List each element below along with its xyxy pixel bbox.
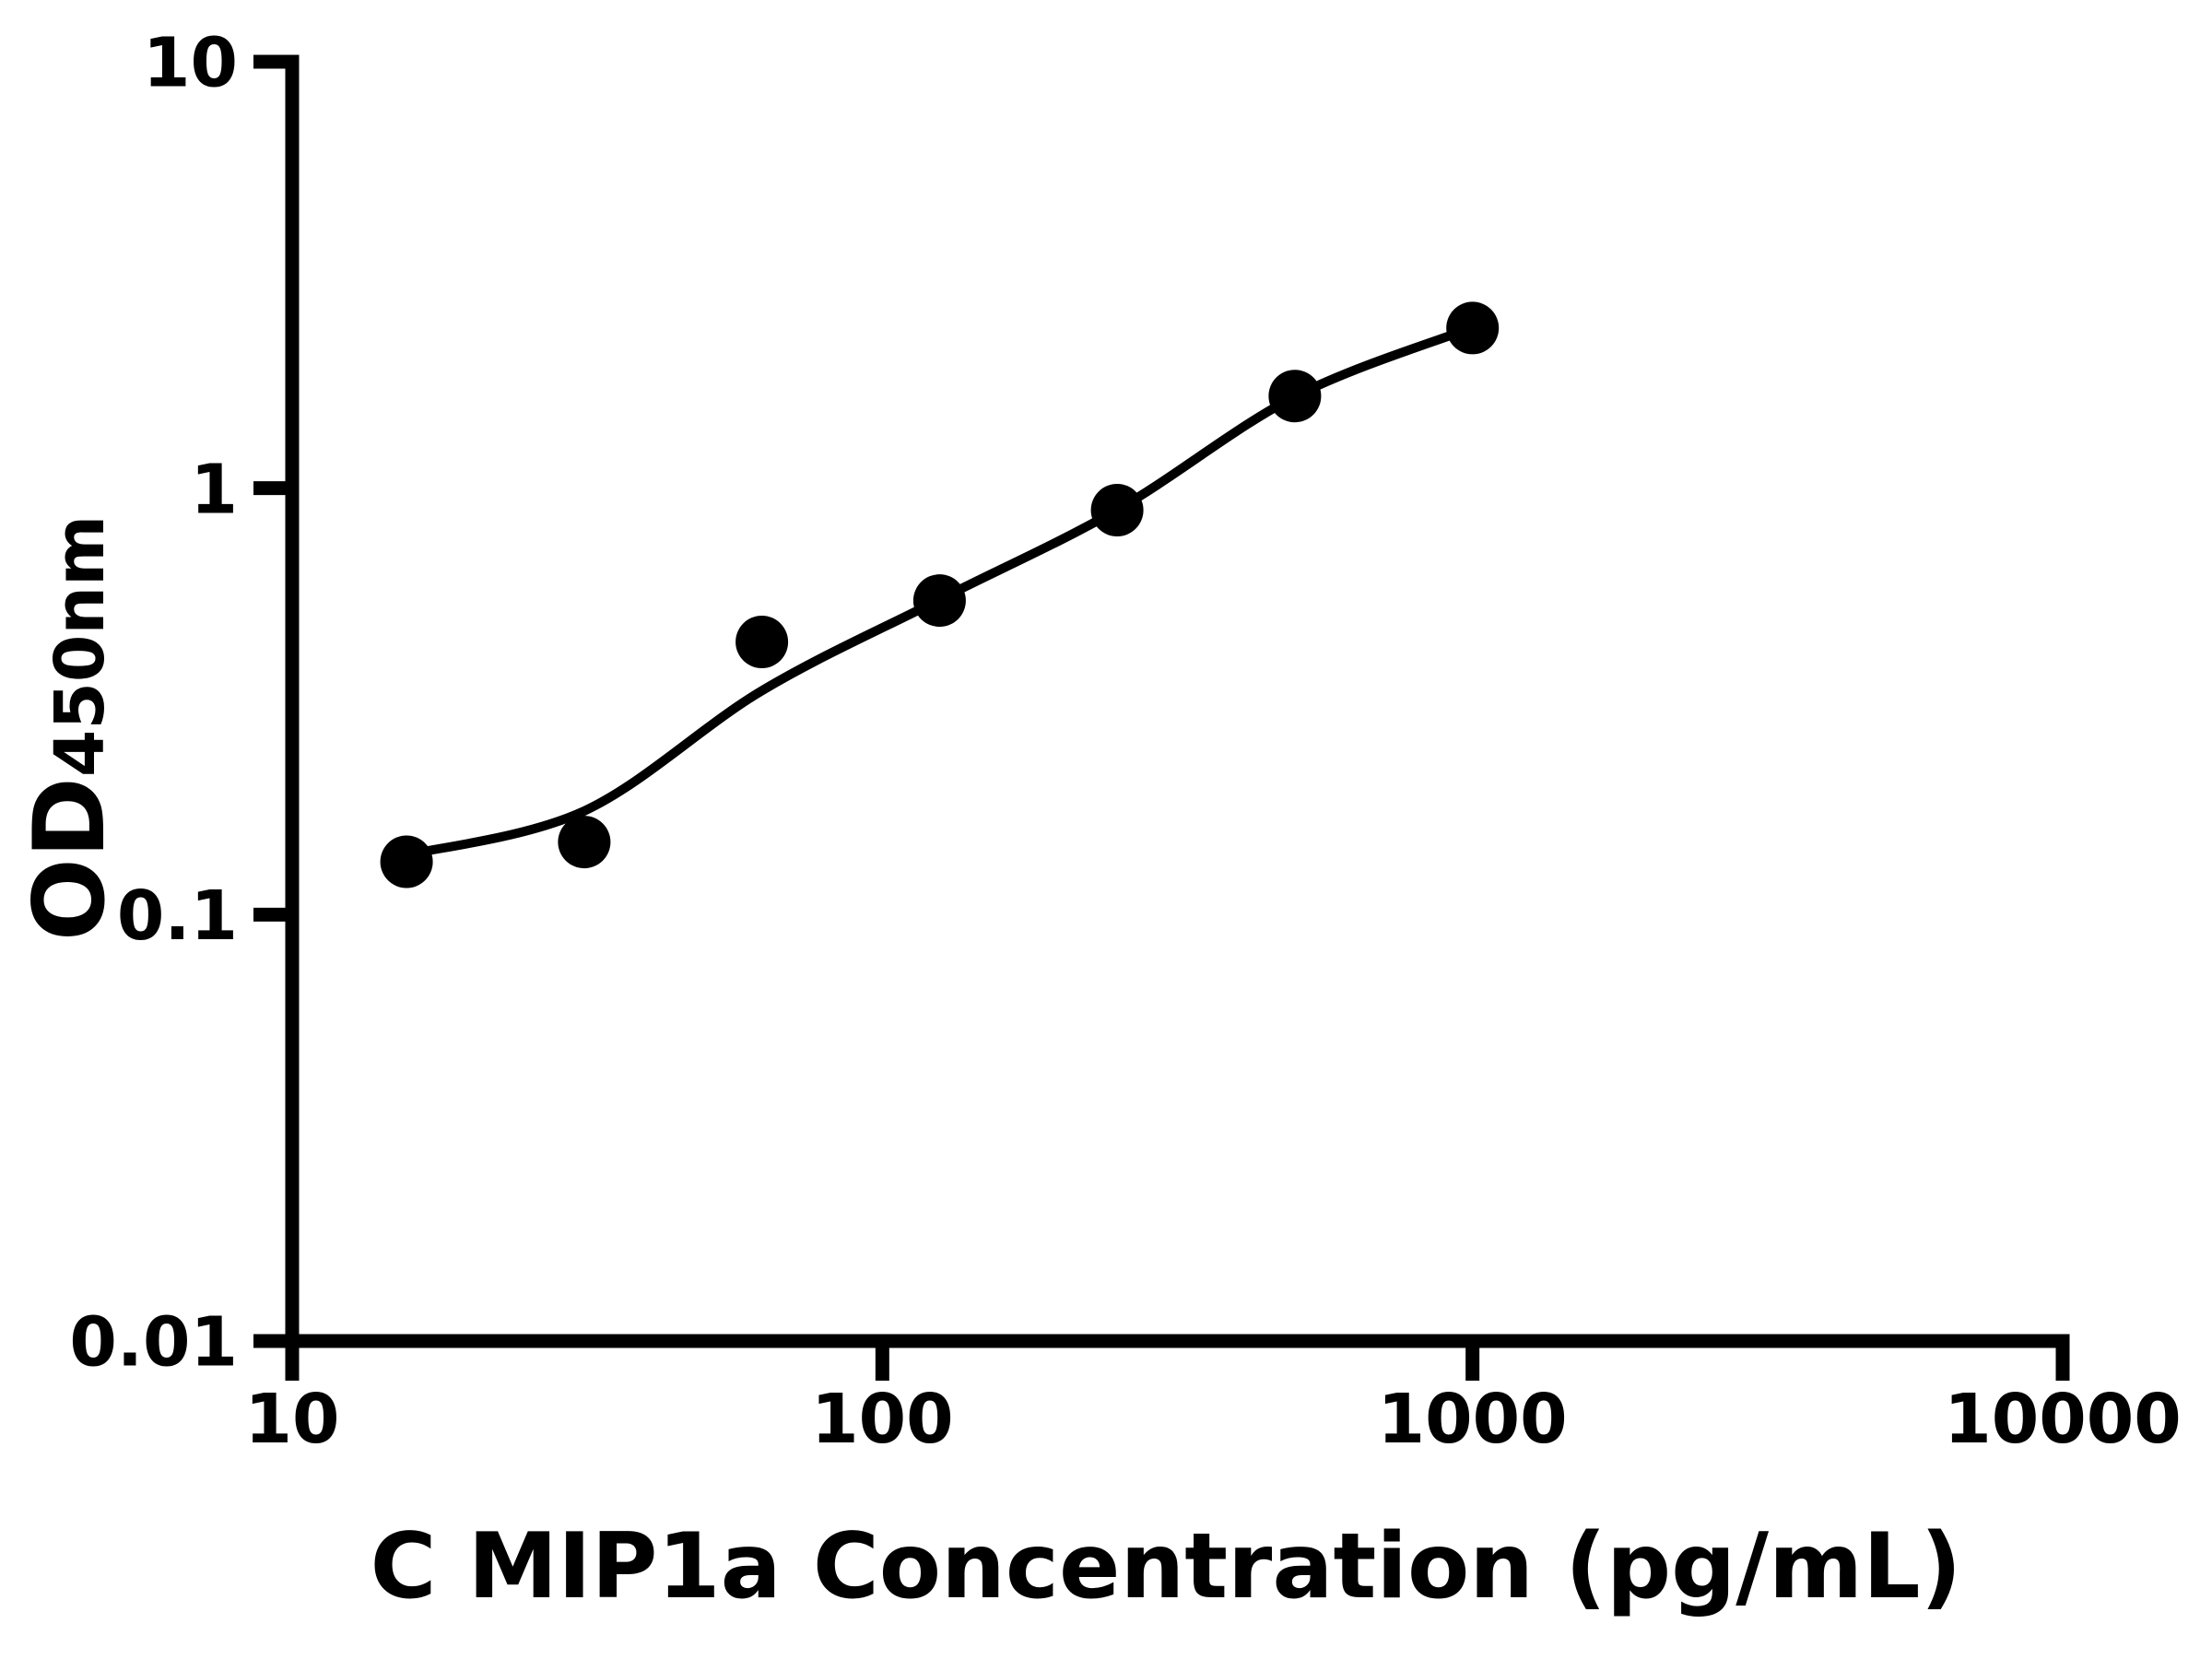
x-tick-label-10000: 10000 <box>1944 1380 2181 1459</box>
data-point-6 <box>1268 370 1322 423</box>
x-tick-label-100: 100 <box>811 1380 953 1459</box>
data-point-5 <box>1090 484 1144 536</box>
y-tick-label-0.1: 0.1 <box>117 877 238 956</box>
x-tick-label-1000: 1000 <box>1378 1380 1568 1459</box>
y-tick-label-10: 10 <box>143 24 238 103</box>
data-point-1 <box>380 835 433 888</box>
data-points <box>380 301 1500 888</box>
data-point-4 <box>912 574 966 628</box>
axes <box>285 54 2070 1348</box>
x-tick-label-10: 10 <box>245 1380 340 1459</box>
data-point-2 <box>558 816 611 869</box>
data-point-7 <box>1446 301 1500 355</box>
y-tick-label-1: 1 <box>191 450 239 529</box>
y-axis-title: OD450nm <box>13 515 126 941</box>
y-axis-title-main: OD <box>13 777 126 941</box>
data-point-3 <box>735 616 789 668</box>
y-tick-label-0.01: 0.01 <box>69 1303 238 1382</box>
y-axis-title-subscript: 450nm <box>41 515 120 777</box>
x-axis-title: C MIP1a Concentration (pg/mL) <box>371 1514 1962 1619</box>
axis-ticks <box>253 54 2070 1381</box>
